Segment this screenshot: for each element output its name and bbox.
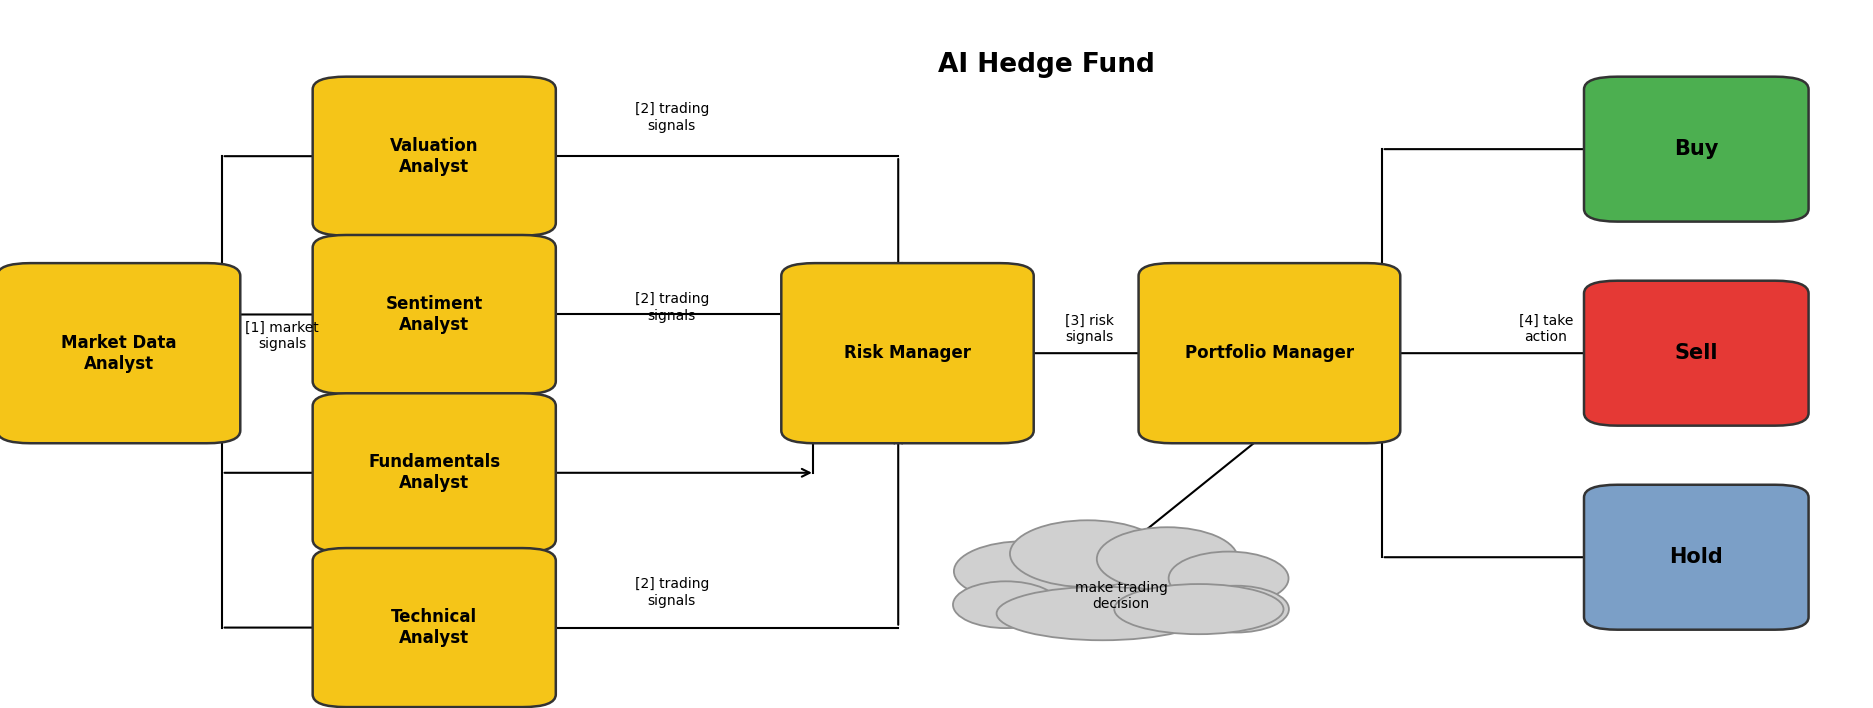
Ellipse shape	[953, 581, 1058, 628]
Text: Portfolio Manager: Portfolio Manager	[1184, 344, 1354, 362]
Text: Fundamentals
Analyst: Fundamentals Analyst	[367, 453, 500, 492]
Text: Risk Manager: Risk Manager	[843, 344, 970, 362]
FancyBboxPatch shape	[1583, 76, 1807, 222]
Text: make trading
decision: make trading decision	[1073, 581, 1167, 611]
FancyBboxPatch shape	[313, 76, 556, 236]
Text: Sentiment
Analyst: Sentiment Analyst	[386, 295, 483, 334]
FancyBboxPatch shape	[781, 263, 1034, 443]
Ellipse shape	[996, 587, 1208, 640]
Ellipse shape	[1096, 527, 1238, 590]
FancyBboxPatch shape	[1139, 263, 1399, 443]
FancyBboxPatch shape	[313, 235, 556, 394]
Ellipse shape	[1010, 520, 1165, 587]
Text: [2] trading
signals: [2] trading signals	[635, 292, 708, 323]
FancyBboxPatch shape	[313, 548, 556, 707]
Text: [3] risk
signals: [3] risk signals	[1064, 314, 1113, 343]
Text: AI Hedge Fund: AI Hedge Fund	[938, 52, 1154, 78]
Ellipse shape	[1182, 586, 1289, 632]
Text: [2] trading
signals: [2] trading signals	[635, 103, 708, 132]
Text: Buy: Buy	[1673, 139, 1718, 159]
Text: [2] trading
signals: [2] trading signals	[635, 577, 708, 607]
FancyBboxPatch shape	[1583, 280, 1807, 426]
Text: Sell: Sell	[1674, 343, 1718, 363]
Text: Technical
Analyst: Technical Analyst	[391, 608, 478, 647]
Text: Market Data
Analyst: Market Data Analyst	[62, 333, 176, 372]
Text: Hold: Hold	[1669, 547, 1723, 567]
Text: [1] market
signals: [1] market signals	[245, 321, 318, 350]
Text: [4] take
action: [4] take action	[1517, 314, 1571, 343]
Text: Valuation
Analyst: Valuation Analyst	[390, 137, 478, 176]
Ellipse shape	[953, 541, 1094, 601]
Ellipse shape	[1114, 584, 1283, 634]
FancyBboxPatch shape	[1583, 485, 1807, 629]
Ellipse shape	[1169, 552, 1289, 605]
FancyBboxPatch shape	[0, 263, 240, 443]
FancyBboxPatch shape	[313, 393, 556, 552]
